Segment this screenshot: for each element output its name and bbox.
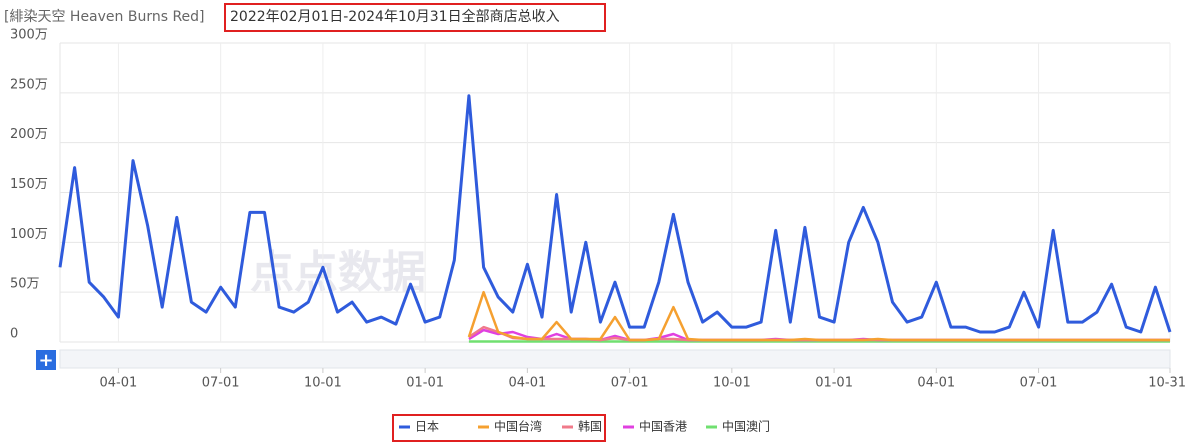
x-tick-label: 07-01 <box>202 376 240 391</box>
x-tick-label: 10-31 <box>1148 376 1186 391</box>
x-tick-label: 01-01 <box>406 376 444 391</box>
highlight-box <box>224 3 606 32</box>
series-line <box>467 290 1170 342</box>
x-tick-label: 04-01 <box>917 376 955 391</box>
range-slider[interactable] <box>59 349 1171 369</box>
y-tick-label: 300万 <box>10 28 48 43</box>
x-tick-label: 01-01 <box>815 376 853 391</box>
y-tick-label: 250万 <box>10 77 48 92</box>
legend-label[interactable]: 韩国 <box>578 419 602 434</box>
legend-label[interactable]: 中国澳门 <box>722 419 770 434</box>
x-tick-label: 07-01 <box>611 376 649 391</box>
chart-title: [緋染天空 Heaven Burns Red] <box>4 9 205 25</box>
watermark: 点点数据 <box>250 247 426 298</box>
range-button-label[interactable]: + <box>38 350 53 371</box>
x-tick-label: 04-01 <box>508 376 546 391</box>
series-line <box>58 94 1172 334</box>
range-button[interactable] <box>36 350 56 370</box>
x-tick-label: 10-01 <box>713 376 751 391</box>
y-tick-label: 100万 <box>10 227 48 242</box>
legend-label[interactable]: 日本 <box>415 420 439 434</box>
x-tick-label: 04-01 <box>100 376 138 391</box>
chart-subtitle: 2022年02月01日-2024年10月31日全部商店总收入 <box>230 8 560 25</box>
y-tick-label: 150万 <box>10 177 48 192</box>
highlight-box <box>392 414 606 442</box>
x-tick-label: 10-01 <box>304 376 342 391</box>
y-tick-label: 200万 <box>10 127 48 142</box>
y-tick-label: 0 <box>10 327 18 342</box>
x-tick-label: 07-01 <box>1020 376 1058 391</box>
legend-label[interactable]: 中国香港 <box>639 419 687 434</box>
y-tick-label: 50万 <box>10 277 40 292</box>
legend-label[interactable]: 中国台湾 <box>494 419 542 434</box>
